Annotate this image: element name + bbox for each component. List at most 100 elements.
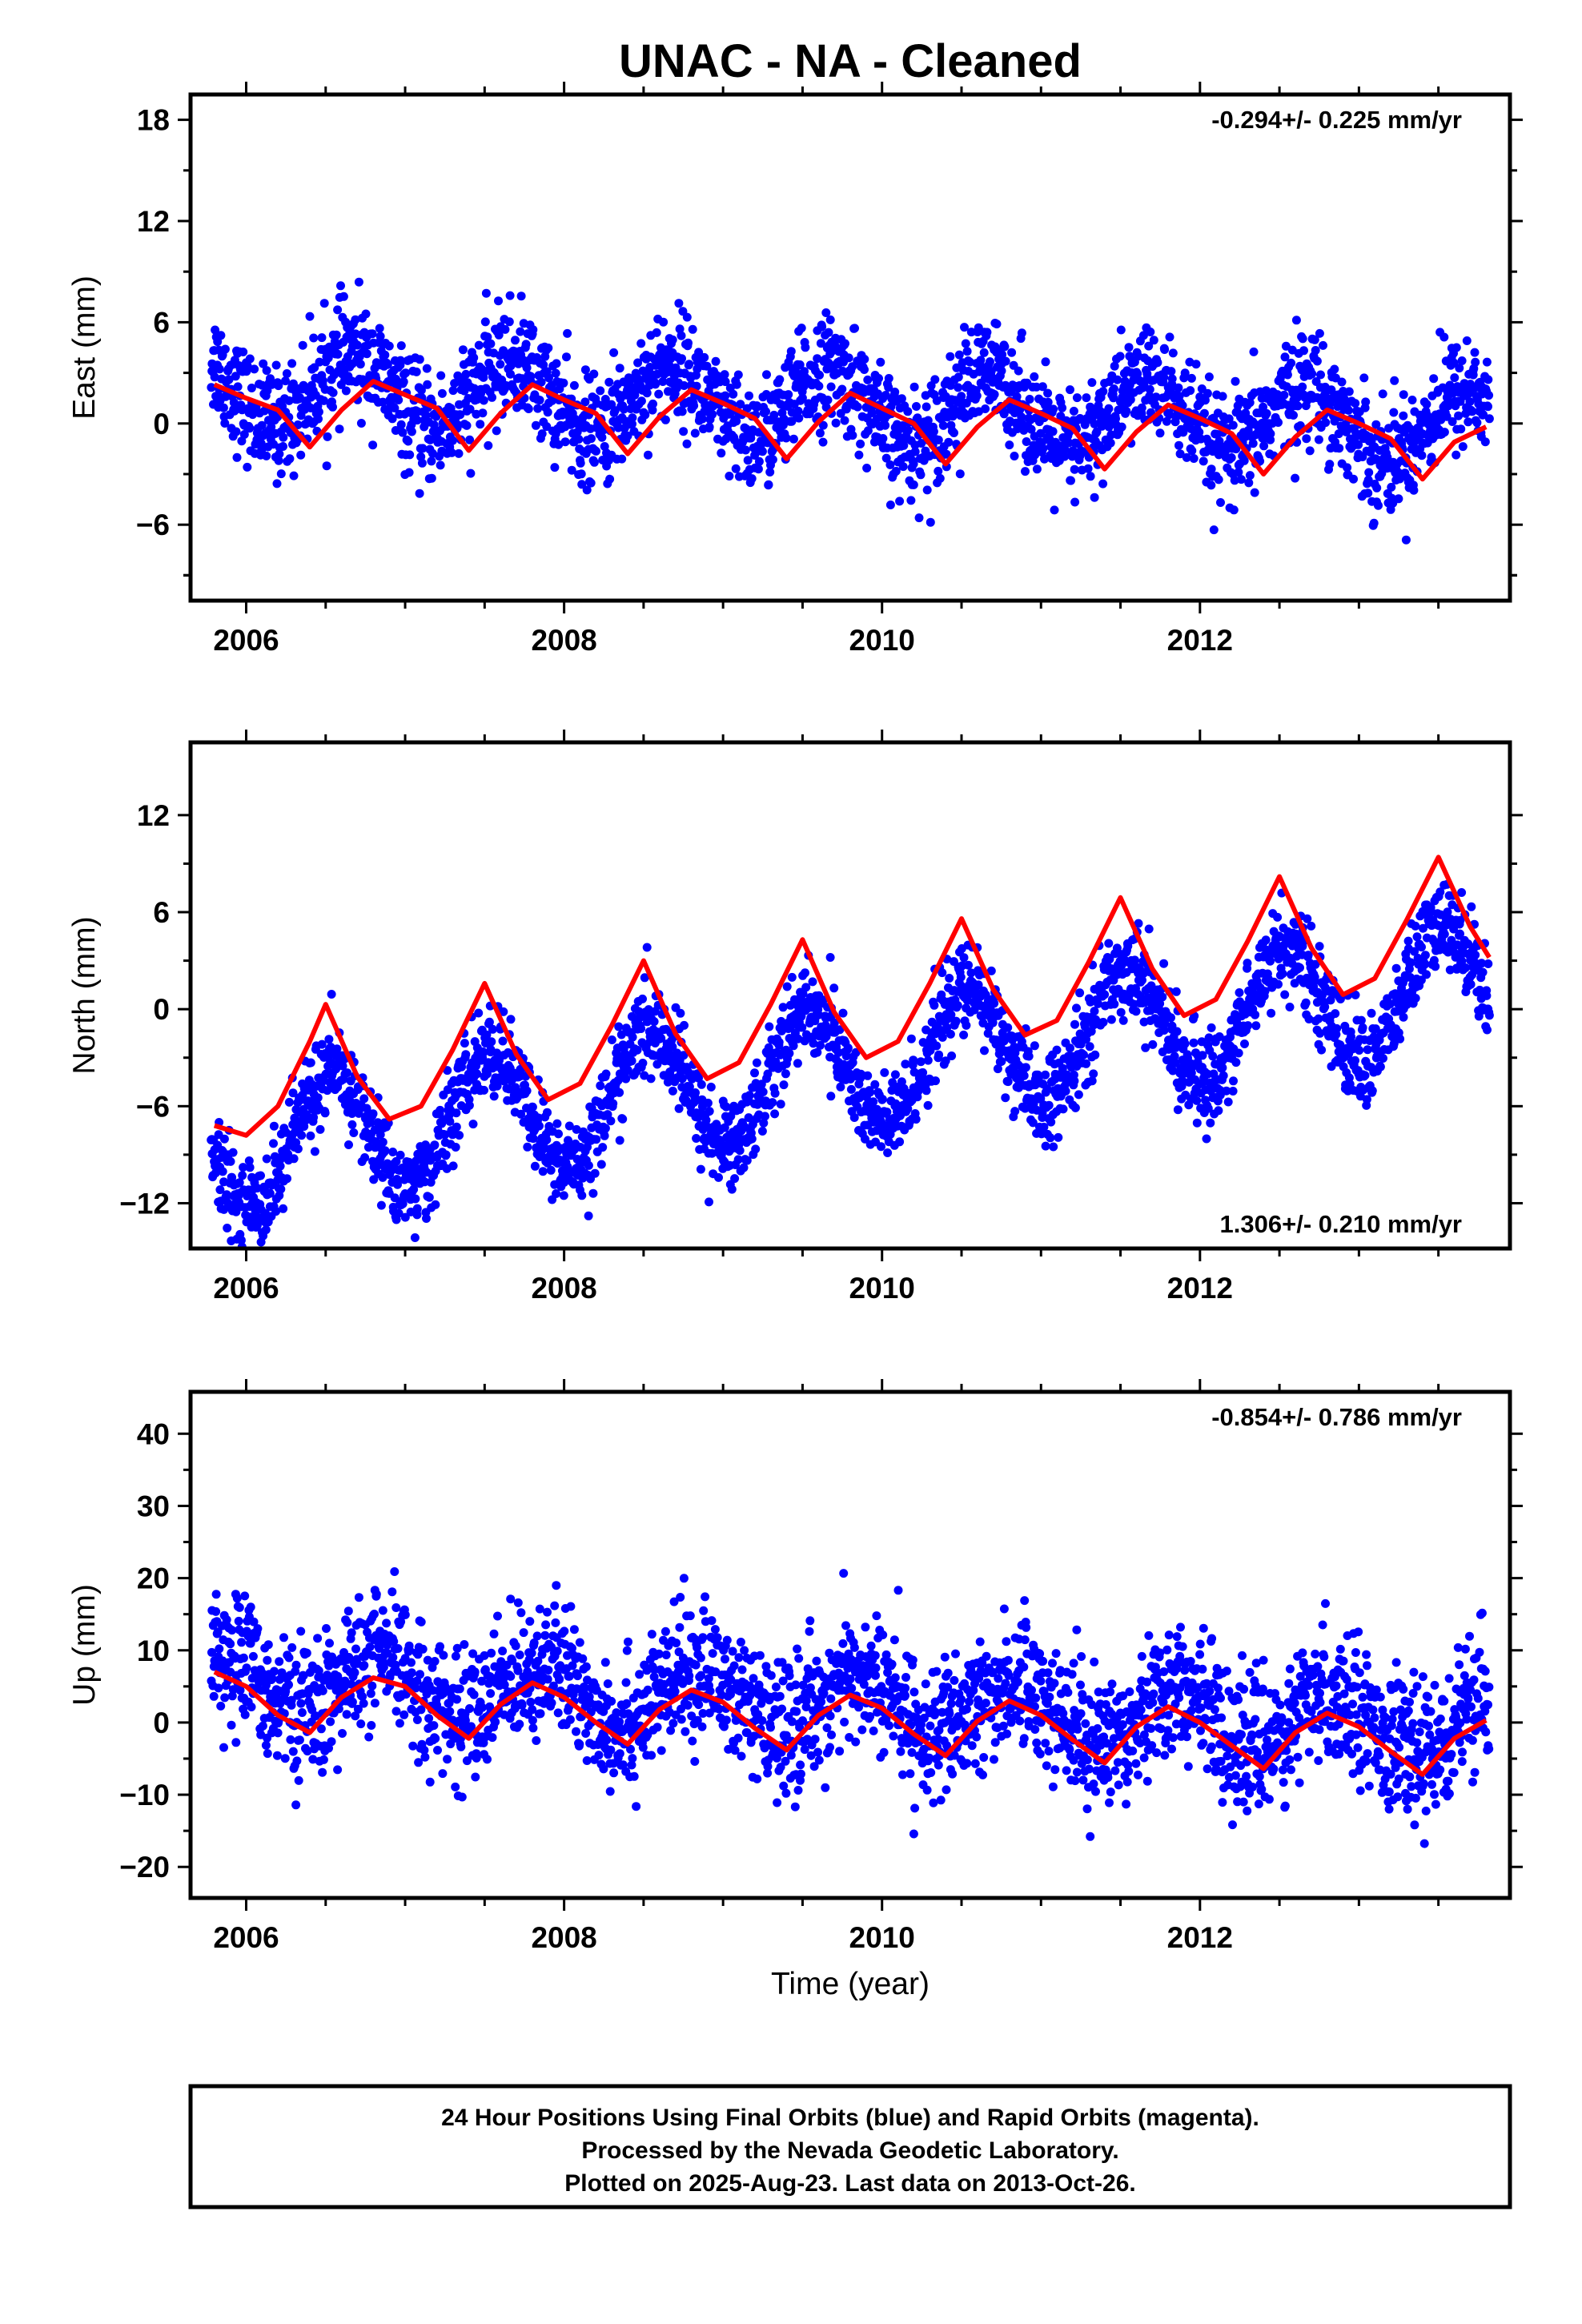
- east-position-point: [609, 348, 619, 357]
- north-position-point: [946, 1010, 956, 1019]
- east-y-tick-label: 6: [153, 306, 170, 339]
- east-position-point: [909, 382, 919, 392]
- east-position-point: [775, 375, 785, 384]
- north-position-point: [1260, 987, 1270, 996]
- east-position-point: [720, 370, 729, 380]
- east-position-point: [961, 339, 970, 348]
- north-position-point: [464, 1100, 474, 1110]
- east-position-point: [319, 299, 329, 308]
- east-position-point: [1191, 360, 1201, 369]
- north-position-point: [883, 1148, 893, 1157]
- east-position-point: [954, 383, 963, 392]
- north-position-point: [378, 1137, 387, 1147]
- north-position-point: [1203, 1104, 1213, 1113]
- north-position-point: [236, 1236, 246, 1245]
- east-position-point: [1280, 352, 1290, 362]
- east-position-point: [623, 431, 632, 440]
- east-position-point: [1244, 478, 1254, 488]
- east-position-point: [289, 471, 299, 480]
- east-position-point: [231, 427, 241, 436]
- east-position-point: [844, 353, 853, 363]
- north-position-point: [1274, 979, 1283, 989]
- north-position-point: [448, 1161, 458, 1171]
- east-position-point: [506, 369, 515, 379]
- north-position-point: [1356, 1015, 1366, 1025]
- east-position-point: [354, 277, 363, 287]
- north-position-point: [638, 1059, 648, 1068]
- north-position-point: [926, 1046, 935, 1055]
- north-position-point: [420, 1177, 429, 1187]
- east-position-point: [850, 324, 859, 333]
- north-position-point: [765, 1022, 774, 1031]
- east-position-point: [259, 406, 269, 416]
- north-position-point: [938, 968, 947, 978]
- north-position-point: [697, 1080, 706, 1089]
- north-position-point: [621, 1074, 631, 1084]
- east-position-point: [1005, 440, 1014, 450]
- east-position-point: [917, 439, 926, 448]
- north-position-point: [559, 1191, 568, 1200]
- north-position-point: [323, 1086, 332, 1096]
- east-position-point: [651, 380, 661, 389]
- north-position-point: [638, 994, 647, 1003]
- east-position-point: [479, 396, 488, 405]
- east-position-point: [636, 339, 646, 348]
- east-position-point: [679, 427, 689, 436]
- east-position-point: [516, 327, 525, 336]
- east-position-point: [705, 422, 714, 432]
- north-position-point: [1209, 1069, 1219, 1079]
- north-position-point: [1074, 1090, 1083, 1100]
- east-position-point: [533, 404, 543, 413]
- east-position-point: [1090, 493, 1099, 502]
- east-position-point: [398, 428, 408, 437]
- east-position-point: [466, 468, 476, 478]
- east-position-point: [732, 416, 741, 426]
- north-position-point: [692, 1134, 701, 1143]
- east-position-point: [628, 419, 636, 428]
- east-position-point: [1109, 384, 1118, 393]
- north-position-point: [422, 1214, 431, 1223]
- east-position-point: [355, 360, 365, 369]
- east-position-point: [1043, 388, 1053, 398]
- north-position-point: [1228, 1087, 1238, 1096]
- east-position-point: [1443, 401, 1453, 411]
- east-position-point: [1359, 373, 1369, 383]
- east-position-point: [361, 309, 371, 319]
- north-position-point: [461, 1050, 471, 1059]
- east-position-point: [1390, 376, 1399, 385]
- east-position-point: [668, 335, 677, 344]
- east-position-point: [856, 439, 865, 448]
- east-x-tick-label: 2008: [531, 624, 596, 657]
- east-position-point: [999, 409, 1009, 419]
- east-position-point: [315, 357, 324, 367]
- east-position-point: [1293, 401, 1303, 411]
- east-position-point: [1334, 429, 1343, 439]
- east-position-point: [1038, 382, 1047, 392]
- east-position-point: [1387, 482, 1396, 492]
- east-position-point: [505, 291, 515, 300]
- north-position-point: [479, 1048, 488, 1057]
- east-position-point: [1250, 488, 1259, 497]
- east-position-point: [1369, 518, 1379, 528]
- east-position-point: [997, 366, 1006, 376]
- east-position-point: [474, 340, 484, 350]
- north-position-point: [344, 1140, 353, 1149]
- north-position-point: [516, 1109, 526, 1119]
- north-position-point: [1100, 990, 1110, 999]
- east-position-point: [604, 377, 614, 387]
- east-position-point: [596, 386, 605, 396]
- east-y-tick-label: 0: [153, 408, 170, 440]
- north-position-point: [590, 1168, 600, 1178]
- north-position-point: [880, 1068, 889, 1077]
- east-position-point: [1287, 358, 1296, 368]
- east-position-point: [1043, 397, 1053, 407]
- east-position-point: [335, 424, 344, 434]
- north-position-point: [596, 1081, 605, 1091]
- east-position-point: [768, 455, 777, 464]
- north-position-point: [393, 1180, 402, 1189]
- north-position-point: [869, 1097, 878, 1107]
- east-position-point: [496, 360, 505, 369]
- east-position-point: [341, 386, 351, 396]
- east-position-point: [279, 432, 288, 442]
- east-position-point: [1299, 346, 1308, 356]
